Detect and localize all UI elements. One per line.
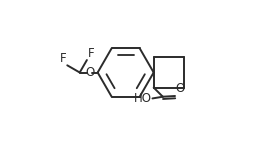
Text: O: O xyxy=(85,66,94,79)
Text: HO: HO xyxy=(134,92,152,105)
Text: O: O xyxy=(176,82,185,95)
Text: F: F xyxy=(87,47,94,60)
Text: F: F xyxy=(60,52,66,65)
